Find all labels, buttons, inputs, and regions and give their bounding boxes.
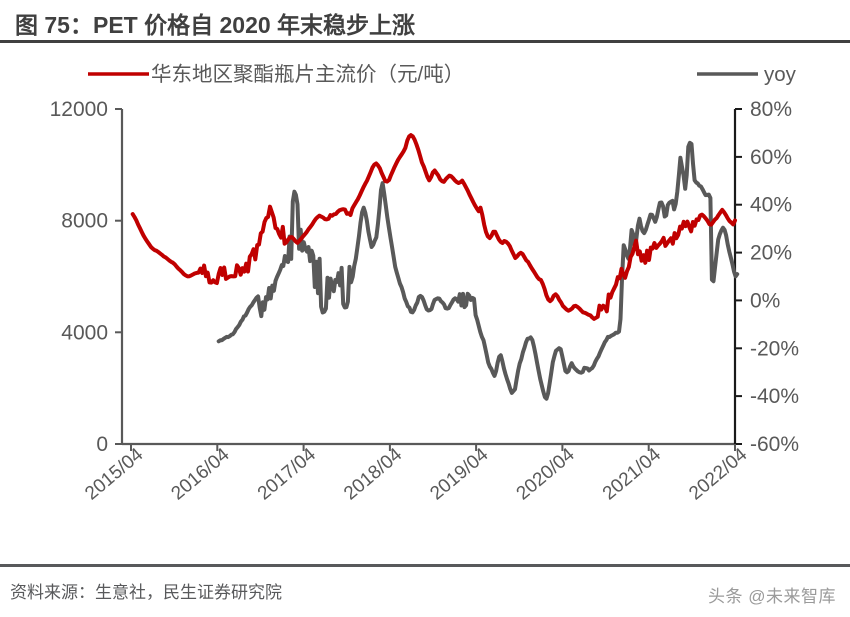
svg-text:2021/04: 2021/04 (599, 444, 665, 505)
svg-text:-60%: -60% (750, 433, 799, 456)
svg-text:80%: 80% (750, 98, 792, 121)
svg-text:2015/04: 2015/04 (81, 444, 147, 505)
svg-text:0%: 0% (750, 289, 780, 312)
svg-text:60%: 60% (750, 146, 792, 169)
svg-text:2016/04: 2016/04 (168, 444, 234, 505)
svg-text:yoy: yoy (764, 63, 797, 86)
svg-text:8000: 8000 (61, 210, 108, 233)
svg-text:4000: 4000 (61, 321, 108, 344)
svg-text:2017/04: 2017/04 (254, 444, 320, 505)
svg-text:2019/04: 2019/04 (426, 444, 492, 505)
svg-text:0: 0 (96, 433, 108, 456)
svg-text:华东地区聚酯瓶片主流价（元/吨）: 华东地区聚酯瓶片主流价（元/吨） (151, 63, 464, 86)
svg-text:2020/04: 2020/04 (513, 444, 579, 505)
svg-text:2022/04: 2022/04 (685, 444, 751, 505)
svg-text:40%: 40% (750, 194, 792, 217)
svg-text:20%: 20% (750, 242, 792, 265)
svg-text:2018/04: 2018/04 (340, 444, 406, 505)
svg-text:12000: 12000 (50, 98, 108, 121)
svg-text:-40%: -40% (750, 385, 799, 408)
svg-text:-20%: -20% (750, 337, 799, 360)
